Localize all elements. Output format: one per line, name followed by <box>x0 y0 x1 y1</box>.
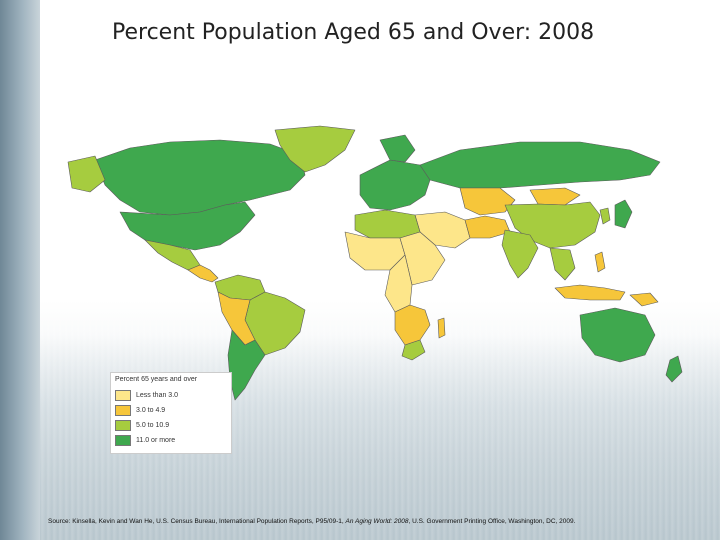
legend-swatch <box>115 419 131 431</box>
world-map <box>67 125 683 401</box>
central-asia <box>459 187 516 216</box>
legend-label: 11.0 or more <box>136 436 176 444</box>
slide: Percent Population Aged 65 and Over: 200… <box>40 0 720 540</box>
left-decorative-bar <box>0 0 40 540</box>
canada <box>94 139 306 216</box>
scandinavia <box>379 134 416 163</box>
korea <box>599 207 611 225</box>
source-publication-title: An Aging World: 2008 <box>345 518 409 525</box>
australia <box>579 307 656 363</box>
japan <box>614 199 633 229</box>
legend-item-5-to-10-9: 5.0 to 10.9 <box>115 419 170 431</box>
new-zealand <box>665 355 683 383</box>
argentina-chile <box>227 329 266 401</box>
greenland <box>274 125 356 173</box>
legend-title: Percent 65 years and over <box>115 376 198 383</box>
philippines <box>594 251 606 273</box>
map-legend: Percent 65 years and over Less than 3.0 … <box>110 372 232 454</box>
papua-new-guinea <box>629 292 659 307</box>
indonesia <box>554 284 626 301</box>
legend-item-3-to-4-9: 3.0 to 4.9 <box>115 404 166 416</box>
legend-label: Less than 3.0 <box>136 391 179 399</box>
southeast-asia <box>549 247 576 281</box>
slide-title: Percent Population Aged 65 and Over: 200… <box>112 20 595 45</box>
mongolia <box>529 187 581 206</box>
alaska <box>67 155 106 193</box>
legend-label: 5.0 to 10.9 <box>136 421 170 429</box>
russia <box>419 141 661 189</box>
source-suffix: , U.S. Government Printing Office, Washi… <box>408 518 576 525</box>
north-africa <box>354 209 421 239</box>
legend-item-less-than-3: Less than 3.0 <box>115 389 179 401</box>
central-america <box>187 264 219 283</box>
legend-swatch <box>115 404 131 416</box>
india <box>501 229 539 279</box>
legend-item-11-or-more: 11.0 or more <box>115 434 176 446</box>
legend-swatch <box>115 434 131 446</box>
madagascar <box>437 317 446 339</box>
iran-pakistan <box>464 215 511 239</box>
europe <box>359 159 431 211</box>
south-africa <box>401 339 426 361</box>
legend-swatch <box>115 389 131 401</box>
source-citation: Source: Kinsella, Kevin and Wan He, U.S.… <box>48 518 713 525</box>
southern-africa <box>394 304 431 346</box>
source-prefix: Source: Kinsella, Kevin and Wan He, U.S.… <box>48 518 346 525</box>
legend-label: 3.0 to 4.9 <box>136 406 166 414</box>
